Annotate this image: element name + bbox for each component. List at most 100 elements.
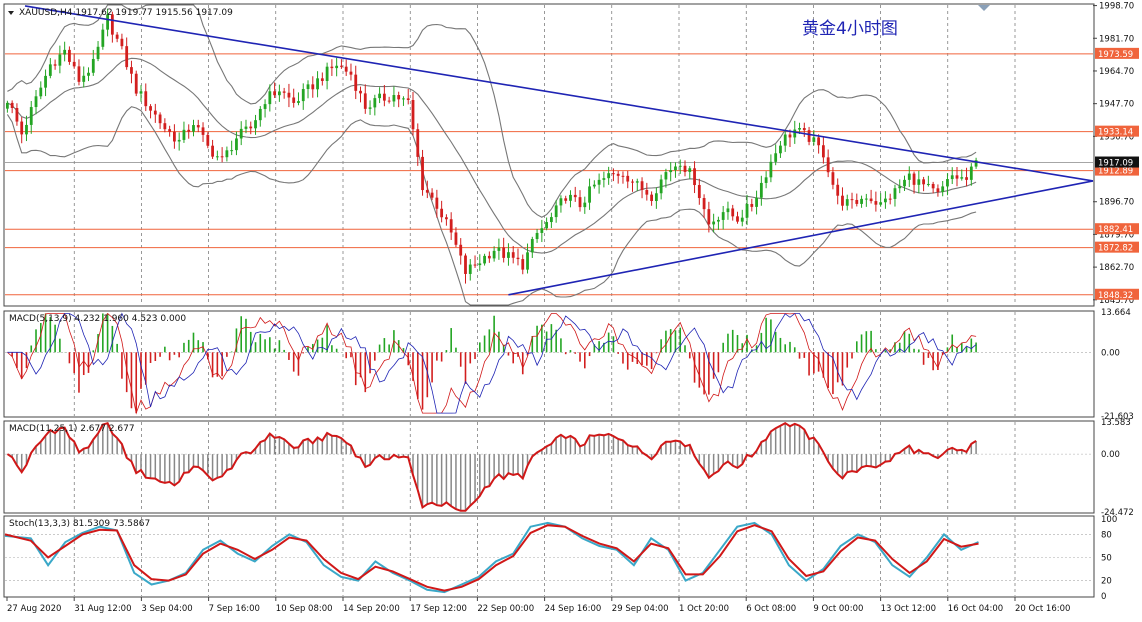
candle-body — [20, 121, 24, 135]
dropdown-triangle-icon[interactable] — [8, 11, 14, 15]
candle-body — [225, 150, 229, 158]
macd2-tick-label: 13.583 — [1101, 418, 1131, 428]
time-tick-label: 13 Oct 12:00 — [881, 604, 936, 614]
candle-body — [196, 125, 200, 128]
candle-body — [817, 137, 821, 146]
candle-body — [316, 78, 319, 90]
candle-body — [15, 107, 19, 122]
candle-body — [554, 205, 558, 218]
candle-body — [378, 93, 381, 99]
candle-body — [631, 181, 634, 183]
candle-body — [354, 74, 358, 91]
candle-body — [569, 194, 572, 201]
macd1-tick-label: 13.664 — [1101, 308, 1131, 318]
price-tick-label: 1998.70 — [1099, 2, 1134, 12]
price-header-text: XAUUSD,H4 1917.62 1919.77 1915.56 1917.0… — [19, 8, 233, 18]
macd2-tick-label: -24.472 — [1101, 508, 1134, 518]
macd1-line — [7, 312, 977, 415]
candle-body — [473, 264, 477, 266]
candle-body — [230, 150, 234, 152]
price-tick-label: 1981.70 — [1099, 34, 1134, 44]
candle-body — [946, 179, 949, 187]
candle-body — [755, 197, 758, 207]
candle-body — [373, 98, 377, 108]
candle-body — [540, 228, 544, 233]
candle-body — [717, 219, 720, 222]
candle-body — [635, 181, 639, 183]
candle-body — [793, 129, 797, 138]
candle-body — [564, 198, 568, 201]
candle-body — [931, 183, 935, 189]
candle-body — [664, 172, 668, 180]
candle-body — [478, 263, 482, 266]
candle-body — [163, 123, 167, 130]
candle-body — [860, 198, 863, 204]
candle-body — [640, 181, 644, 190]
time-tick-label: 29 Sep 04:00 — [612, 604, 669, 614]
candle-body — [311, 84, 315, 90]
scroll-marker-icon[interactable] — [978, 5, 990, 11]
candle-body — [492, 250, 496, 259]
candle-body — [239, 128, 243, 139]
macd2-header: MACD(11,25,1) 2.677 2.677 — [9, 424, 135, 434]
candle-body — [406, 98, 410, 101]
candle-body — [917, 179, 921, 185]
candle-body — [449, 219, 453, 233]
candle-body — [211, 145, 214, 157]
candle-body — [592, 184, 596, 187]
candle-body — [368, 107, 372, 109]
candle-body — [44, 75, 47, 88]
candle-body — [397, 95, 401, 100]
time-tick-label: 22 Sep 00:00 — [477, 604, 534, 614]
candle-body — [941, 186, 945, 192]
price-tick-label: 1845.70 — [1099, 296, 1134, 306]
level-tag — [1095, 241, 1139, 253]
candle-body — [39, 87, 43, 97]
candle-body — [530, 239, 534, 253]
candle-body — [459, 244, 463, 256]
time-tick-label: 14 Sep 20:00 — [343, 604, 400, 614]
candle-body — [168, 129, 172, 132]
macd2-pane — [3, 420, 1095, 514]
candle-body — [697, 185, 701, 199]
candle-body — [526, 252, 529, 270]
candle-body — [487, 255, 491, 259]
candle-body — [101, 29, 105, 47]
candle-body — [82, 75, 86, 82]
support-resistance-levels — [5, 53, 1093, 296]
candle-body — [650, 194, 653, 202]
candle-body — [63, 49, 67, 55]
candle-body — [335, 65, 339, 69]
candle-body — [750, 203, 754, 207]
candle-body — [511, 252, 515, 258]
candle-body — [139, 91, 143, 94]
candle-body — [884, 198, 887, 203]
candle-body — [783, 134, 787, 146]
candle-body — [607, 173, 611, 179]
candle-body — [974, 160, 978, 167]
time-tick-label: 3 Sep 04:00 — [141, 604, 192, 614]
candle-body — [106, 14, 109, 30]
candle-body — [726, 208, 730, 213]
candle-body — [249, 126, 253, 129]
candle-body — [626, 175, 630, 182]
candle-body — [149, 106, 152, 111]
candle-body — [158, 114, 162, 124]
candle-body — [430, 192, 434, 198]
candle-body — [268, 91, 272, 105]
candle-body — [821, 145, 825, 158]
time-tick-label: 31 Aug 12:00 — [74, 604, 131, 614]
candle-body — [220, 156, 224, 158]
candle-body — [969, 166, 973, 180]
candle-body — [874, 201, 878, 205]
candle-body — [53, 64, 57, 66]
candle-body — [120, 38, 124, 47]
candle-body — [707, 209, 711, 225]
candle-body — [898, 186, 902, 189]
candle-body — [440, 208, 444, 218]
candle-body — [10, 102, 14, 108]
candle-body — [25, 124, 28, 135]
candle-body — [258, 108, 262, 121]
candle-body — [588, 186, 591, 203]
candle-body — [359, 90, 362, 94]
